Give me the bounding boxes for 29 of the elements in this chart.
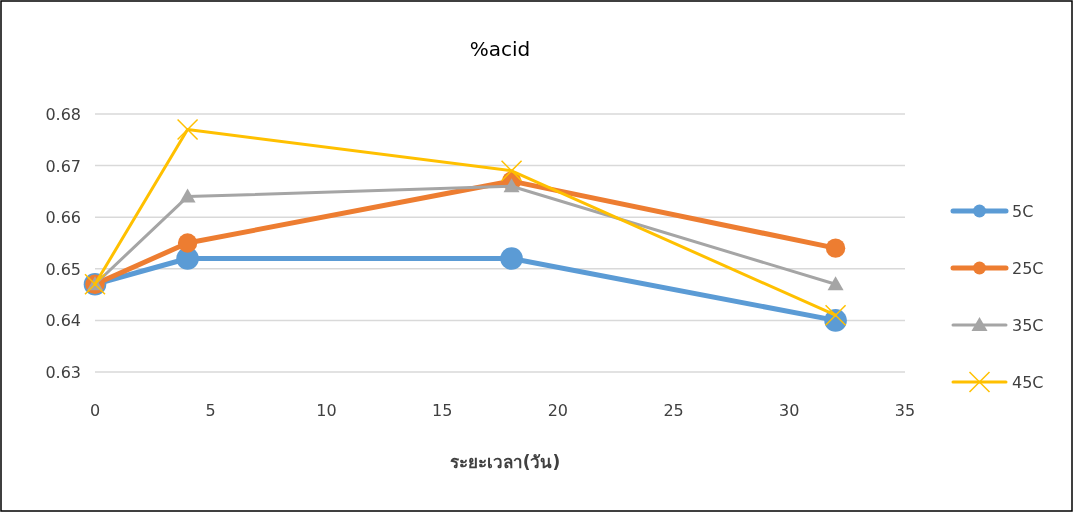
y-tick-label: 0.67: [45, 156, 81, 176]
y-tick-label: 0.63: [45, 363, 81, 382]
point: [176, 118, 199, 141]
point: [824, 304, 847, 326]
point: [179, 188, 196, 203]
y-tick-label: 0.65: [45, 259, 81, 279]
x-tick-label: 0: [89, 401, 101, 420]
chart-title: %acid: [469, 37, 531, 61]
legend-label: 45C: [1012, 373, 1044, 392]
point: [500, 160, 523, 182]
x-tick-label: 35: [894, 401, 916, 420]
point: [177, 233, 198, 253]
point: [827, 276, 844, 291]
y-tick-label: 0.66: [45, 208, 81, 228]
x-tick-label: 20: [547, 401, 569, 420]
y-tick-label: 0.68: [45, 105, 81, 124]
point: [500, 247, 523, 270]
legend-label: 5C: [1012, 202, 1034, 221]
y-tick-label: 0.64: [45, 311, 81, 331]
legend-label: 25C: [1012, 259, 1044, 278]
x-tick-label: 30: [779, 401, 800, 420]
point: [503, 178, 520, 193]
point: [825, 238, 846, 258]
x-axis-title: ระยะเวลา(วัน): [449, 452, 561, 472]
x-tick-label: 15: [431, 401, 453, 420]
x-tick-label: 25: [663, 401, 684, 420]
x-tick-label: 5: [205, 401, 216, 420]
x-tick-label: 10: [316, 401, 337, 420]
legend-label: 35C: [1012, 316, 1044, 335]
